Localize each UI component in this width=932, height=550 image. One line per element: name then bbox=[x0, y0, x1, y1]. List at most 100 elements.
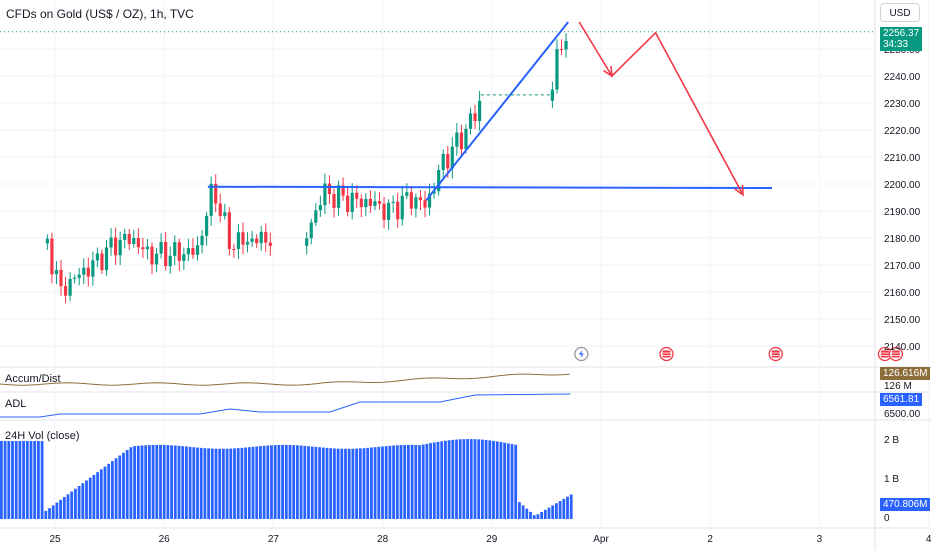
volume-bar bbox=[492, 440, 495, 519]
price-tick-label: 2210.00 bbox=[884, 153, 921, 164]
volume-bar bbox=[259, 446, 262, 519]
symbol-title: CFDs on Gold (US$ / OZ), 1h, TVC bbox=[6, 7, 194, 21]
volume-bar bbox=[551, 505, 555, 519]
volume-bar bbox=[329, 448, 333, 519]
volume-bar bbox=[410, 444, 414, 519]
volume-bar bbox=[103, 466, 107, 519]
volume-bar bbox=[521, 505, 525, 519]
volume-bar bbox=[388, 445, 392, 519]
volume-bar bbox=[25, 441, 29, 519]
volume-bar bbox=[336, 448, 340, 519]
price-tick-label: 2190.00 bbox=[884, 207, 921, 218]
volume-bar bbox=[536, 514, 540, 519]
candle-up bbox=[564, 40, 568, 50]
volume-bar bbox=[140, 445, 144, 519]
candle-down bbox=[50, 238, 54, 275]
candle-down bbox=[382, 203, 386, 220]
volume-bar bbox=[125, 449, 129, 519]
candle-up bbox=[205, 215, 209, 236]
volume-axis-tick: 2 B bbox=[884, 435, 899, 446]
candle-down bbox=[559, 49, 564, 51]
candle-down bbox=[418, 197, 423, 201]
volume-bar bbox=[118, 455, 122, 519]
price-tick-label: 2160.00 bbox=[884, 288, 921, 299]
volume-bar bbox=[296, 445, 299, 519]
currency-button[interactable]: USD bbox=[880, 3, 920, 22]
candle-up bbox=[350, 192, 354, 212]
candle-up bbox=[109, 237, 113, 248]
volume-bar bbox=[510, 444, 514, 519]
lightning-icon bbox=[574, 346, 589, 362]
volume-bar bbox=[129, 447, 133, 519]
support-line bbox=[207, 185, 773, 190]
candle-up bbox=[168, 255, 172, 267]
volume-bar bbox=[188, 446, 192, 519]
candle-down bbox=[232, 248, 236, 250]
volume-bar bbox=[466, 439, 469, 519]
volume-bar bbox=[0, 441, 3, 519]
volume-axis-tick: 0 bbox=[884, 513, 890, 524]
volume-bar bbox=[292, 445, 296, 519]
candle-down bbox=[136, 238, 140, 248]
candle-up bbox=[123, 233, 127, 240]
volume-bar bbox=[314, 446, 318, 519]
price-tick-label: 2150.00 bbox=[884, 315, 921, 326]
volume-bar bbox=[495, 441, 499, 519]
candle-up bbox=[54, 269, 59, 275]
time-tick-label: 29 bbox=[486, 534, 498, 545]
candle-up bbox=[209, 183, 213, 216]
candle-up bbox=[318, 205, 322, 211]
candle-up bbox=[45, 238, 49, 244]
adl-line bbox=[0, 393, 571, 418]
volume-bar bbox=[74, 488, 77, 519]
volume-bar bbox=[547, 507, 551, 519]
volume-bar bbox=[562, 498, 566, 519]
adl-label: ADL bbox=[5, 398, 27, 410]
volume-bar bbox=[455, 439, 458, 519]
volume-bar bbox=[333, 448, 336, 519]
volume-bar bbox=[48, 508, 51, 519]
candle-down bbox=[368, 198, 373, 206]
volume-bar bbox=[555, 503, 558, 519]
volume-label: 24H Vol (close) bbox=[5, 430, 80, 442]
time-tick-label: 28 bbox=[377, 534, 389, 545]
candle-up bbox=[91, 260, 95, 277]
volume-bar bbox=[114, 458, 118, 519]
volume-bar bbox=[566, 496, 569, 519]
candle-down bbox=[86, 267, 90, 277]
volume-bar bbox=[325, 447, 329, 519]
volume-bar bbox=[192, 447, 196, 519]
candle-down bbox=[218, 203, 222, 217]
volume-bar bbox=[506, 443, 510, 519]
volume-bar bbox=[144, 445, 148, 519]
candle-down bbox=[446, 153, 450, 169]
volume-bar bbox=[418, 445, 421, 519]
candle-down bbox=[191, 248, 195, 255]
candle-down bbox=[63, 286, 68, 296]
trend-line bbox=[425, 21, 570, 201]
candle-up bbox=[77, 274, 81, 278]
arrow-head bbox=[603, 65, 613, 78]
volume-bar bbox=[481, 439, 484, 519]
volume-bar bbox=[96, 472, 99, 519]
us-flag-icon bbox=[888, 346, 903, 362]
volume-bar bbox=[281, 444, 284, 519]
volume-bar bbox=[240, 447, 244, 519]
volume-bar bbox=[210, 448, 214, 519]
candle-down bbox=[327, 183, 332, 195]
volume-bar bbox=[214, 448, 218, 519]
volume-bar bbox=[488, 440, 492, 519]
price-tick-label: 2230.00 bbox=[884, 99, 921, 110]
volume-bar bbox=[170, 445, 173, 519]
volume-bar bbox=[444, 440, 447, 519]
volume-axis-tick: 1 B bbox=[884, 474, 899, 485]
volume-bar bbox=[70, 491, 74, 519]
candle-up bbox=[455, 132, 459, 147]
candle-up bbox=[309, 222, 313, 239]
volume-bar bbox=[340, 448, 344, 519]
candle-up bbox=[73, 277, 77, 279]
volume-bar bbox=[159, 444, 162, 519]
volume-bar bbox=[62, 497, 66, 519]
